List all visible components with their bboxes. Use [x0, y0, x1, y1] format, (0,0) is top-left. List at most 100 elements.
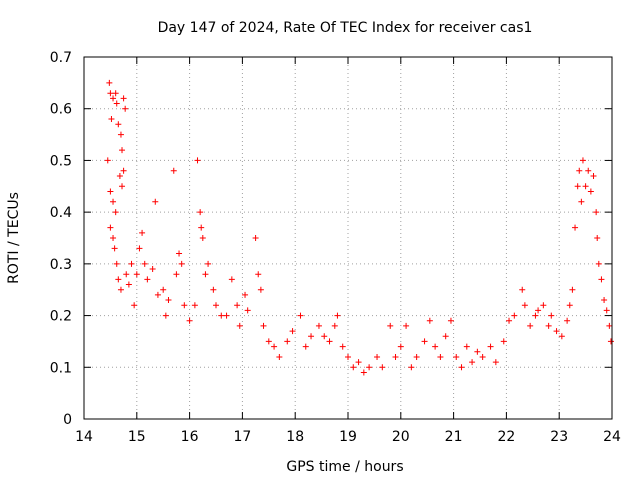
- data-point: [112, 209, 119, 216]
- y-tick-label: 0: [63, 412, 72, 428]
- data-point: [606, 322, 613, 329]
- data-point: [176, 250, 183, 257]
- data-point: [511, 312, 518, 319]
- data-point: [110, 95, 117, 102]
- data-point: [117, 131, 124, 138]
- data-point: [106, 79, 113, 86]
- data-point: [432, 343, 439, 350]
- data-point: [123, 271, 130, 278]
- data-point: [585, 167, 592, 174]
- data-point: [379, 364, 386, 371]
- data-point: [284, 338, 291, 345]
- data-point: [366, 364, 373, 371]
- data-point: [519, 286, 526, 293]
- data-point: [540, 302, 547, 309]
- data-point: [421, 338, 428, 345]
- data-point: [107, 90, 114, 97]
- data-point: [111, 245, 118, 252]
- x-tick-label: 22: [497, 429, 515, 445]
- data-point: [107, 224, 114, 231]
- y-tick-label: 0.3: [50, 257, 72, 273]
- data-point: [558, 333, 565, 340]
- data-point: [265, 338, 272, 345]
- data-point: [302, 343, 309, 350]
- x-tick-labels: 14 15 16 17 18 19 20 21 22 23 24: [75, 429, 621, 445]
- data-point: [170, 167, 177, 174]
- y-tick-labels: 0 0.1 0.2 0.3 0.4 0.5 0.6 0.7: [50, 50, 72, 428]
- data-point: [595, 260, 602, 267]
- data-point: [213, 302, 219, 309]
- data-point: [590, 172, 597, 179]
- data-point: [408, 364, 415, 371]
- data-point: [397, 343, 404, 350]
- data-point: [133, 271, 140, 278]
- data-point: [564, 317, 571, 324]
- data-point: [339, 343, 346, 350]
- data-point: [532, 312, 539, 319]
- data-point: [154, 291, 161, 298]
- data-point: [578, 198, 585, 205]
- x-tick-label: 16: [181, 429, 199, 445]
- x-axis-label: GPS time / hours: [286, 459, 403, 475]
- data-point: [453, 353, 460, 360]
- data-point: [210, 286, 217, 293]
- data-point: [202, 271, 209, 278]
- y-tick-label: 0.5: [50, 153, 72, 169]
- data-point: [289, 328, 296, 335]
- data-point: [113, 100, 120, 107]
- x-tick-label: 14: [75, 429, 93, 445]
- x-tick-label: 21: [445, 429, 463, 445]
- data-points: [104, 79, 614, 376]
- data-point: [197, 209, 204, 216]
- y-tick-label: 0.4: [50, 205, 72, 221]
- data-point: [576, 167, 583, 174]
- data-point: [527, 322, 534, 329]
- data-point: [244, 307, 251, 314]
- data-point: [308, 333, 315, 340]
- data-point: [331, 322, 338, 329]
- data-point: [113, 260, 120, 267]
- data-point: [223, 312, 230, 319]
- data-point: [392, 353, 399, 360]
- data-point: [271, 343, 278, 350]
- data-point: [119, 183, 126, 190]
- data-point: [574, 183, 581, 190]
- data-point: [120, 95, 127, 102]
- x-tick-label: 15: [128, 429, 146, 445]
- data-point: [110, 235, 117, 241]
- data-point: [548, 312, 555, 319]
- data-point: [297, 312, 304, 319]
- data-point: [594, 235, 601, 241]
- data-point: [122, 105, 129, 112]
- data-point: [108, 116, 115, 123]
- data-point: [458, 364, 465, 371]
- data-point: [115, 276, 122, 283]
- data-point: [487, 343, 494, 350]
- data-point: [553, 328, 560, 335]
- data-point: [110, 198, 117, 205]
- data-point: [107, 188, 114, 195]
- data-point: [474, 348, 481, 355]
- data-point: [160, 286, 167, 293]
- data-point: [116, 172, 123, 179]
- data-point: [607, 338, 614, 345]
- data-point: [463, 343, 470, 350]
- data-point: [139, 229, 146, 236]
- data-point: [236, 322, 243, 329]
- data-point: [360, 369, 367, 376]
- data-point: [162, 312, 169, 319]
- data-point: [413, 353, 420, 360]
- data-point: [144, 276, 151, 283]
- x-tick-label: 18: [286, 429, 304, 445]
- data-point: [566, 302, 573, 309]
- data-point: [598, 276, 605, 283]
- data-point: [117, 286, 124, 293]
- data-point: [165, 297, 172, 304]
- data-point: [112, 90, 119, 97]
- data-point: [492, 359, 499, 366]
- data-point: [334, 312, 341, 319]
- data-point: [173, 271, 180, 278]
- chart-title: Day 147 of 2024, Rate Of TEC Index for r…: [158, 20, 533, 36]
- data-point: [321, 333, 328, 340]
- data-point: [535, 307, 542, 314]
